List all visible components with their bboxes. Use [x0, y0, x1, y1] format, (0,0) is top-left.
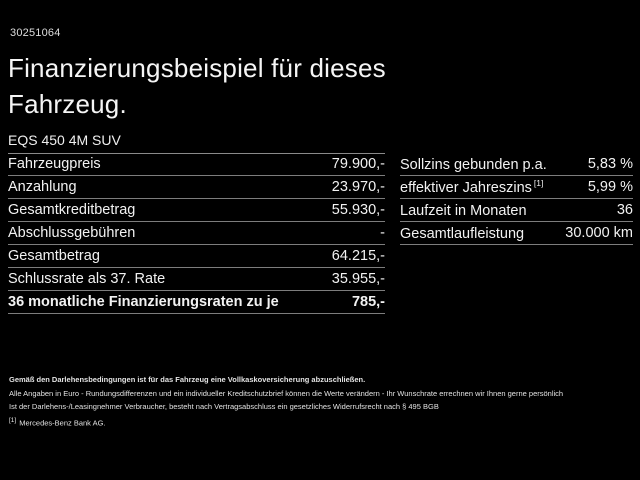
row-value: 785,- — [351, 294, 385, 310]
table-row: effektiver Jahreszins [1] 5,99 % — [400, 176, 633, 199]
table-row: Gesamtbetrag 64.215,- — [8, 245, 385, 268]
table-row: Abschlussgebühren - — [8, 222, 385, 245]
document-id: 30251064 — [10, 27, 61, 39]
table-row: Laufzeit in Monaten 36 — [400, 199, 633, 222]
row-value: 5,99 % — [587, 179, 633, 195]
row-label: Fahrzeugpreis — [8, 156, 101, 172]
table-row: Fahrzeugpreis 79.900,- — [8, 153, 385, 176]
row-label: Schlussrate als 37. Rate — [8, 271, 166, 287]
row-label: Laufzeit in Monaten — [400, 202, 527, 219]
fineprint-line: Alle Angaben in Euro - Rundungsdifferenz… — [9, 388, 564, 398]
row-value: 5,83 % — [587, 156, 633, 172]
table-row: Gesamtkreditbetrag 55.930,- — [8, 199, 385, 222]
conditions-table: Sollzins gebunden p.a. 5,83 % effektiver… — [400, 153, 633, 245]
row-value: 64.215,- — [331, 248, 385, 264]
table-row: Sollzins gebunden p.a. 5,83 % — [400, 153, 633, 176]
footnote: [1] Mercedes-Benz Bank AG. — [9, 416, 637, 428]
row-label: Abschlussgebühren — [8, 225, 136, 241]
row-label: Gesamtlaufleistung — [400, 225, 525, 242]
row-label: Anzahlung — [8, 179, 77, 195]
row-label: effektiver Jahreszins [1] — [400, 178, 544, 196]
row-value: 79.900,- — [331, 156, 385, 172]
row-value: 30.000 km — [565, 225, 633, 241]
table-row-monthly-rate: 36 monatliche Finanzierungsraten zu je 7… — [8, 291, 385, 314]
row-value: 55.930,- — [331, 202, 385, 218]
page-title: Finanzierungsbeispiel für dieses Fahrzeu… — [8, 53, 386, 119]
row-value: - — [380, 225, 385, 241]
row-label: 36 monatliche Finanzierungsraten zu je — [8, 294, 279, 310]
row-label: Sollzins gebunden p.a. — [400, 156, 547, 173]
row-value: 23.970,- — [331, 179, 385, 195]
financing-table: Fahrzeugpreis 79.900,- Anzahlung 23.970,… — [8, 153, 385, 314]
vehicle-model-header: EQS 450 4M SUV — [8, 132, 385, 154]
insurance-disclaimer: Gemäß den Darlehensbedingungen ist für d… — [9, 375, 366, 384]
row-value: 35.955,- — [331, 271, 385, 287]
row-value: 36 — [616, 202, 633, 218]
fineprint-section: Gemäß den Darlehensbedingungen ist für d… — [9, 375, 637, 432]
footnote-text: Mercedes-Benz Bank AG. — [19, 418, 106, 427]
table-row: Schlussrate als 37. Rate 35.955,- — [8, 268, 385, 291]
footnote-superscript: [1] — [533, 178, 544, 189]
fineprint-line: Ist der Darlehens-/Leasingnehmer Verbrau… — [9, 402, 439, 411]
table-row: Anzahlung 23.970,- — [8, 176, 385, 199]
table-row: Gesamtlaufleistung 30.000 km — [400, 222, 633, 245]
row-label: Gesamtkreditbetrag — [8, 202, 136, 218]
footnote-marker: [1] — [9, 416, 17, 424]
row-label: Gesamtbetrag — [8, 248, 100, 264]
